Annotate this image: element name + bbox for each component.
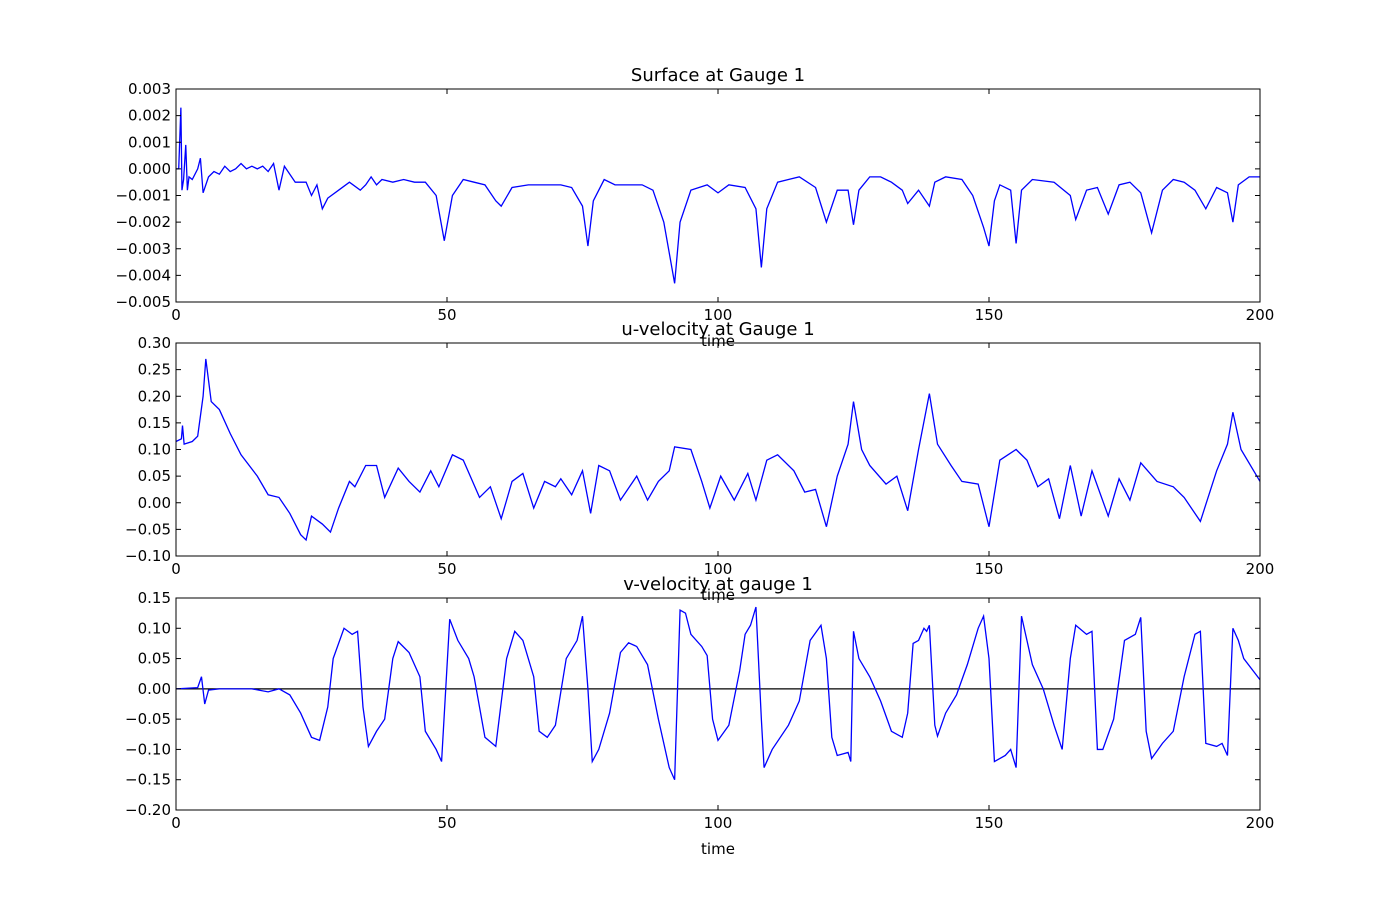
x-tick-label: 200 [1246, 814, 1275, 832]
x-tick-label: 200 [1246, 560, 1275, 578]
chart-title: Surface at Gauge 1 [631, 65, 805, 86]
x-tick-label: 50 [437, 560, 456, 578]
y-tick-label: −0.003 [115, 240, 171, 258]
y-tick-label: −0.05 [125, 520, 171, 538]
y-tick-label: −0.004 [115, 266, 171, 284]
x-tick-label: 100 [704, 560, 733, 578]
data-line [175, 606, 1261, 780]
y-tick-label: −0.20 [125, 801, 171, 819]
y-tick-label: 0.30 [138, 334, 171, 352]
y-tick-label: −0.005 [115, 293, 171, 311]
chart-title: u-velocity at Gauge 1 [621, 319, 814, 340]
chart-title: v-velocity at gauge 1 [623, 574, 813, 595]
y-tick-label: 0.10 [138, 441, 171, 459]
x-tick-label: 100 [704, 814, 733, 832]
data-line [176, 107, 1260, 284]
x-tick-label: 50 [437, 306, 456, 324]
x-tick-label: 200 [1246, 306, 1275, 324]
y-tick-label: 0.000 [128, 160, 171, 178]
y-tick-label: 0.05 [138, 467, 171, 485]
y-tick-label: 0.05 [138, 650, 171, 668]
axes-frame [175, 597, 1261, 811]
y-tick-label: −0.15 [125, 771, 171, 789]
x-tick-label: 50 [437, 814, 456, 832]
x-axis-label: time [701, 586, 735, 604]
y-tick-label: 0.00 [138, 680, 171, 698]
x-tick-label: 150 [975, 306, 1004, 324]
y-tick-label: −0.10 [125, 547, 171, 565]
x-axis-label: time [701, 332, 735, 350]
y-tick-label: 0.15 [138, 414, 171, 432]
y-tick-label: −0.002 [115, 213, 171, 231]
x-tick-label: 150 [975, 560, 1004, 578]
x-tick-label: 150 [975, 814, 1004, 832]
y-tick-label: 0.002 [128, 107, 171, 125]
y-tick-label: 0.00 [138, 494, 171, 512]
y-tick-label: 0.25 [138, 361, 171, 379]
y-tick-label: 0.001 [128, 133, 171, 151]
x-tick-label: 100 [704, 306, 733, 324]
y-tick-label: 0.003 [128, 80, 171, 98]
x-axis-label: time [701, 840, 735, 858]
y-tick-label: −0.05 [125, 710, 171, 728]
x-tick-label: 0 [171, 306, 181, 324]
data-line [175, 358, 1261, 542]
y-tick-label: 0.10 [138, 619, 171, 637]
y-tick-label: −0.10 [125, 740, 171, 758]
x-tick-label: 0 [171, 814, 181, 832]
y-tick-label: 0.20 [138, 387, 171, 405]
x-tick-label: 0 [171, 560, 181, 578]
axes-frame [175, 342, 1261, 557]
y-tick-label: −0.001 [115, 187, 171, 205]
axes-frame [175, 88, 1261, 303]
y-tick-label: 0.15 [138, 589, 171, 607]
